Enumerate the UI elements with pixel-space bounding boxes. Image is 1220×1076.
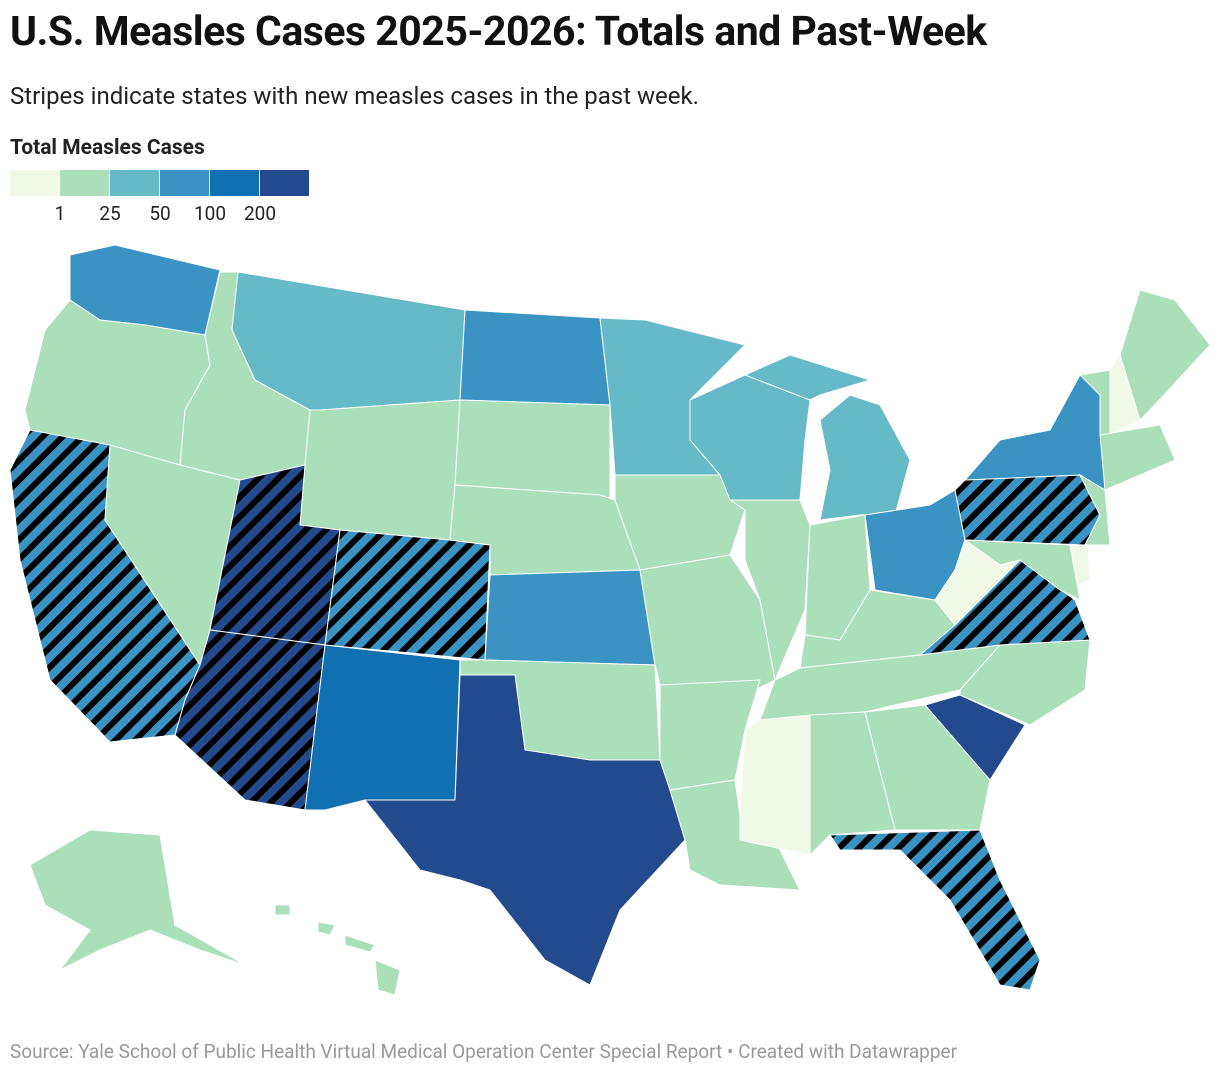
state [454,399,611,501]
state [1078,473,1111,546]
state [344,934,376,953]
state [963,374,1106,491]
legend-swatch [260,170,309,196]
state [363,674,686,986]
state [484,569,656,666]
legend-tick-label: 100 [194,202,226,225]
legend-swatch [10,170,59,196]
legend-swatch [60,170,109,196]
state [1099,424,1176,491]
state [324,529,491,661]
state [1069,544,1091,586]
state [739,714,811,856]
state [304,644,461,811]
state [459,309,611,406]
state [864,704,991,831]
state [743,354,872,401]
state [639,554,776,691]
state [317,921,336,936]
legend-swatch [160,170,209,196]
legend-swatch [210,170,259,196]
state [954,474,1101,546]
legend-title: Total Measles Cases [10,136,205,160]
state [299,399,461,541]
legend-tick-label: 50 [149,202,170,225]
source: Source: Yale School of Public Health Vir… [10,1040,958,1063]
legend-tick-label: 1 [55,202,66,225]
state [29,829,246,971]
subtitle: Stripes indicate states with new measles… [10,82,699,110]
legend-swatch [110,170,159,196]
state [924,694,1026,781]
state [374,959,401,996]
legend-tick-label: 25 [99,202,120,225]
state [1119,289,1211,421]
state [819,394,911,521]
legend-tick-label: 200 [244,202,276,225]
state [669,779,801,891]
state [274,904,291,916]
state [829,829,1041,991]
title: U.S. Measles Cases 2025-2026: Totals and… [10,8,987,56]
